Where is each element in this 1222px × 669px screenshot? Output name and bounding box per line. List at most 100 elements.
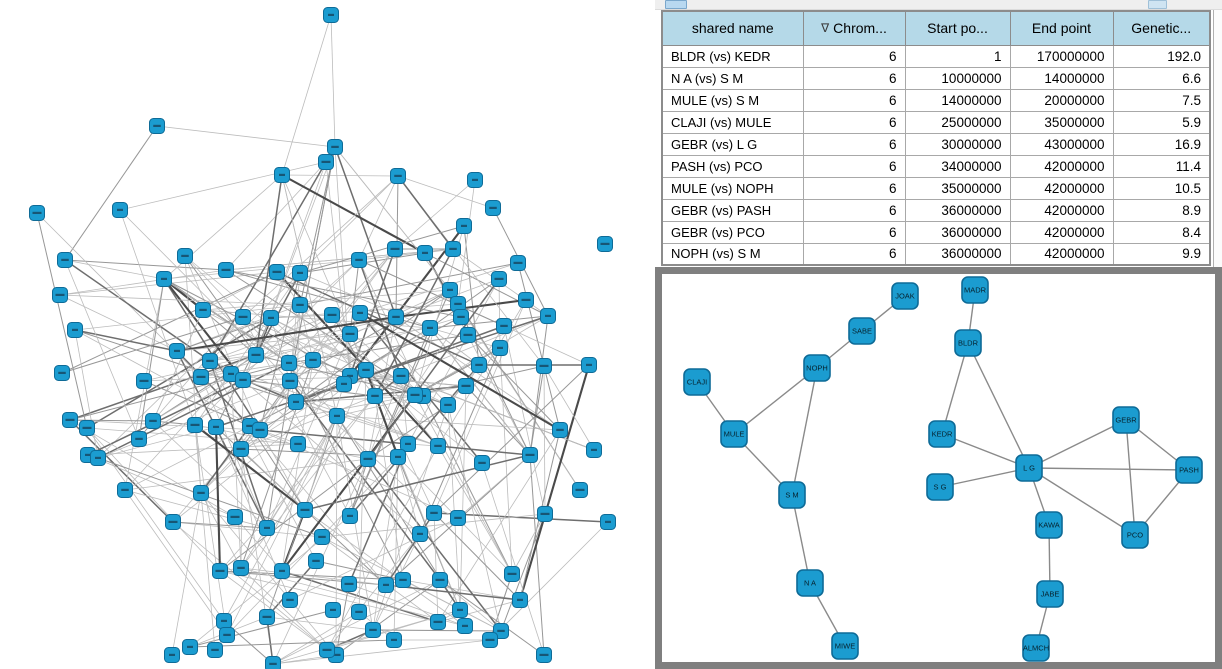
graph-node[interactable] (400, 436, 416, 452)
graph-node[interactable] (90, 450, 106, 466)
graph-node[interactable] (193, 485, 209, 501)
graph-node-kawa[interactable]: KAWA (1035, 511, 1063, 539)
graph-node[interactable] (367, 388, 383, 404)
cell-value[interactable]: 6 (802, 67, 906, 90)
graph-node[interactable] (325, 602, 341, 618)
graph-node[interactable] (297, 502, 313, 518)
graph-node[interactable] (269, 264, 285, 280)
column-header-genetic-[interactable]: Genetic... (1112, 10, 1211, 46)
graph-node[interactable] (492, 340, 508, 356)
cell-value[interactable]: 6 (802, 133, 906, 156)
graph-node[interactable] (482, 632, 498, 648)
scrollbar-thumb-fragment[interactable] (1148, 0, 1167, 9)
graph-node[interactable] (252, 422, 268, 438)
table-row[interactable]: N A (vs) S M 6 10000000 14000000 6.6 (661, 67, 1211, 90)
graph-node[interactable] (54, 365, 70, 381)
graph-node[interactable] (536, 647, 552, 663)
graph-node-bldr[interactable]: BLDR (954, 329, 982, 357)
graph-node[interactable] (324, 307, 340, 323)
graph-node[interactable] (165, 514, 181, 530)
graph-node[interactable] (282, 592, 298, 608)
graph-node[interactable] (219, 627, 235, 643)
cell-shared-name[interactable]: BLDR (vs) KEDR (661, 45, 804, 68)
graph-node[interactable] (145, 413, 161, 429)
graph-node[interactable] (351, 604, 367, 620)
graph-node[interactable] (195, 302, 211, 318)
cell-value[interactable]: 14000000 (904, 89, 1011, 112)
graph-node-noph[interactable]: NOPH (803, 354, 831, 382)
cell-value[interactable]: 14000000 (1009, 67, 1114, 90)
cell-value[interactable]: 6.6 (1112, 67, 1211, 90)
graph-node[interactable] (308, 553, 324, 569)
graph-node[interactable] (458, 378, 474, 394)
table-row[interactable]: MULE (vs) S M 6 14000000 20000000 7.5 (661, 89, 1211, 112)
graph-node-mule[interactable]: MULE (720, 420, 748, 448)
graph-node[interactable] (390, 168, 406, 184)
graph-node[interactable] (440, 397, 456, 413)
cell-value[interactable]: 6 (802, 111, 906, 134)
graph-node[interactable] (319, 642, 335, 658)
cell-value[interactable]: 43000000 (1009, 133, 1114, 156)
graph-node[interactable] (274, 167, 290, 183)
graph-node[interactable] (457, 618, 473, 634)
graph-node-miwe[interactable]: MIWE (831, 632, 859, 660)
graph-node[interactable] (450, 510, 466, 526)
table-row[interactable]: GEBR (vs) L G 6 30000000 43000000 16.9 (661, 133, 1211, 156)
graph-node[interactable] (218, 262, 234, 278)
cell-value[interactable]: 35000000 (904, 177, 1011, 200)
cell-value[interactable]: 42000000 (1009, 155, 1114, 178)
column-header-end-point[interactable]: End point (1009, 10, 1114, 46)
graph-node[interactable] (323, 7, 339, 23)
graph-node[interactable] (208, 419, 224, 435)
graph-node[interactable] (471, 357, 487, 373)
graph-node[interactable] (274, 563, 290, 579)
cell-value[interactable]: 170000000 (1009, 45, 1114, 68)
graph-node[interactable] (282, 373, 298, 389)
cell-value[interactable]: 8.9 (1112, 199, 1211, 222)
graph-node[interactable] (57, 252, 73, 268)
graph-node[interactable] (496, 318, 512, 334)
graph-node[interactable] (597, 236, 613, 252)
graph-node[interactable] (426, 505, 442, 521)
graph-node[interactable] (442, 282, 458, 298)
graph-node-s-m[interactable]: S M (778, 481, 806, 509)
cell-shared-name[interactable]: GEBR (vs) L G (661, 133, 804, 156)
column-header-shared-name[interactable]: shared name (661, 10, 804, 46)
graph-node-sabe[interactable]: SABE (848, 317, 876, 345)
graph-node[interactable] (452, 602, 468, 618)
table-row[interactable]: CLAJI (vs) MULE 6 25000000 35000000 5.9 (661, 111, 1211, 134)
graph-node[interactable] (193, 369, 209, 385)
graph-node[interactable] (386, 632, 402, 648)
graph-node[interactable] (177, 248, 193, 264)
cell-shared-name[interactable]: PASH (vs) PCO (661, 155, 804, 178)
graph-node[interactable] (207, 642, 223, 658)
graph-node[interactable] (292, 265, 308, 281)
graph-node[interactable] (292, 297, 308, 313)
graph-node[interactable] (318, 154, 334, 170)
graph-node[interactable] (430, 614, 446, 630)
graph-node-l-g[interactable]: L G (1015, 454, 1043, 482)
cell-shared-name[interactable]: MULE (vs) S M (661, 89, 804, 112)
graph-node-n-a[interactable]: N A (796, 569, 824, 597)
graph-node[interactable] (581, 357, 597, 373)
graph-node[interactable] (388, 309, 404, 325)
graph-node[interactable] (342, 508, 358, 524)
cell-value[interactable]: 6 (802, 155, 906, 178)
graph-node-almch[interactable]: ALMCH (1022, 634, 1050, 662)
cell-shared-name[interactable]: CLAJI (vs) MULE (661, 111, 804, 134)
graph-node[interactable] (281, 355, 297, 371)
cell-value[interactable]: 36000000 (904, 221, 1011, 244)
graph-node[interactable] (248, 347, 264, 363)
graph-node-claji[interactable]: CLAJI (683, 368, 711, 396)
cell-shared-name[interactable]: NOPH (vs) S M (661, 243, 804, 266)
graph-node[interactable] (510, 255, 526, 271)
graph-node[interactable] (227, 509, 243, 525)
graph-node[interactable] (390, 449, 406, 465)
graph-node[interactable] (327, 139, 343, 155)
table-row[interactable]: GEBR (vs) PASH 6 36000000 42000000 8.9 (661, 199, 1211, 222)
small-network-canvas[interactable]: JOAK SABE NOPH CLAJI MULE S M N A MIWE MADR BLDR K… (662, 274, 1215, 662)
graph-node[interactable] (235, 372, 251, 388)
graph-node[interactable] (453, 309, 469, 325)
graph-node[interactable] (491, 271, 507, 287)
large-network-view[interactable] (0, 0, 655, 669)
